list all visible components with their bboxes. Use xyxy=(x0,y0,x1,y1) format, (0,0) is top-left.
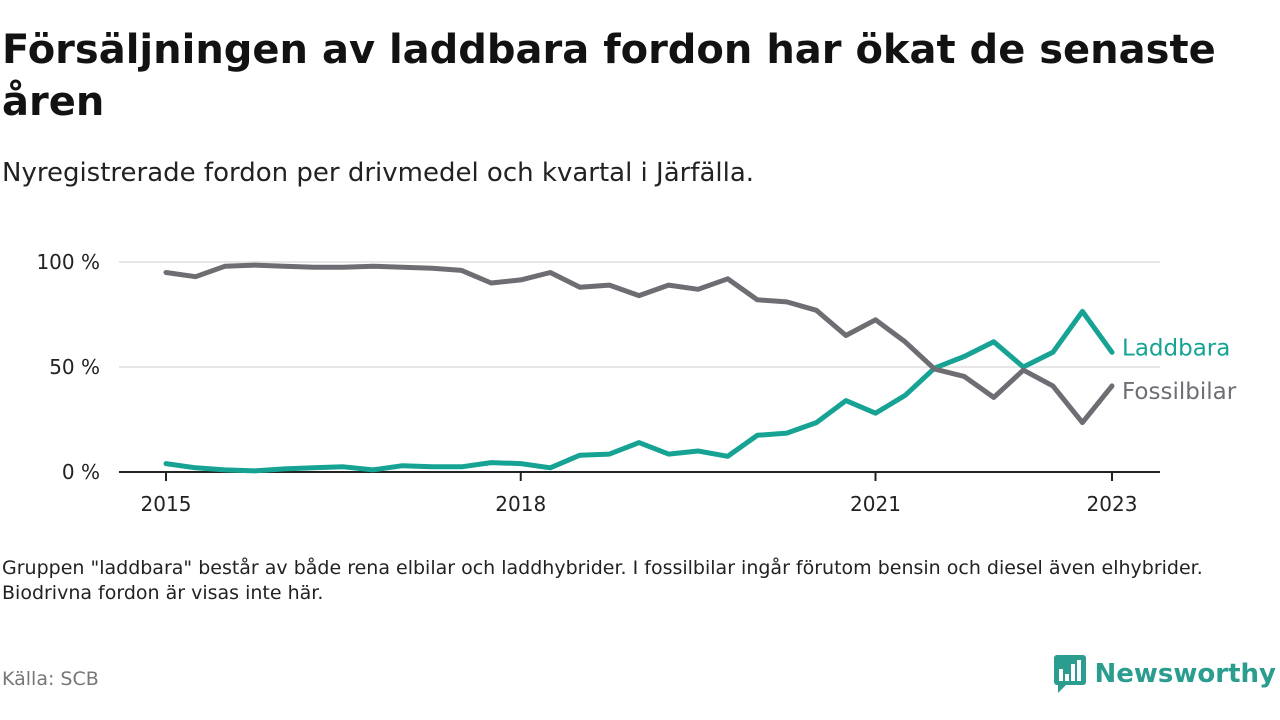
x-tick-label: 2023 xyxy=(1087,492,1138,516)
footnote: Gruppen "laddbara" består av både rena e… xyxy=(2,557,1203,604)
x-tick-label: 2021 xyxy=(850,492,901,516)
series-line-laddbara xyxy=(163,308,1115,474)
x-tick-label: 2015 xyxy=(141,492,192,516)
gridlines xyxy=(119,261,1160,473)
brand-name: Newsworthy xyxy=(1094,659,1276,689)
x-axis-ticks: 2015 2018 2021 2023 xyxy=(141,472,1138,516)
x-tick-label: 2018 xyxy=(495,492,546,516)
chart-title: Försäljningen av laddbara fordon har öka… xyxy=(2,27,1216,125)
series-lines xyxy=(163,262,1115,474)
brand-logo: Newsworthy xyxy=(1053,654,1276,694)
y-tick-label: 0 % xyxy=(62,460,100,484)
series-label-laddbara: Laddbara xyxy=(1122,335,1230,361)
y-tick-label: 50 % xyxy=(49,355,100,379)
series-labels: Laddbara Fossilbilar xyxy=(1122,335,1237,405)
chart-subtitle: Nyregistrerade fordon per drivmedel och … xyxy=(2,158,755,188)
y-tick-label: 100 % xyxy=(36,250,100,274)
line-chart: 0 % 50 % 100 % 2015 2018 2021 2023 Laddbara Fo… xyxy=(36,250,1237,516)
series-line-fossilbilar xyxy=(163,262,1115,426)
source-label: Källa: SCB xyxy=(2,668,99,690)
y-axis-ticks: 0 % 50 % 100 % xyxy=(36,250,100,484)
newsworthy-logo-icon xyxy=(1053,655,1086,693)
series-label-fossilbilar: Fossilbilar xyxy=(1122,379,1237,405)
